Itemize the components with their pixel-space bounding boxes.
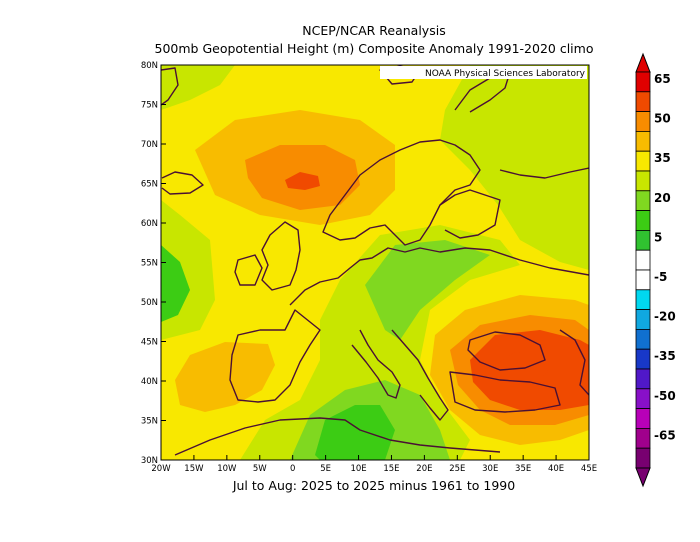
lat-tick-label: 75N bbox=[141, 101, 158, 111]
lat-tick-label: 55N bbox=[141, 259, 158, 269]
latitude-axis: 80N 75N 70N 65N 60N 55N 50N 45N 40N 35N 30N bbox=[141, 61, 166, 466]
colorbar-segment bbox=[635, 388, 651, 409]
lon-tick-label: 0 bbox=[290, 464, 295, 474]
colorbar-segment bbox=[635, 328, 651, 350]
colorbar-label: 20 bbox=[654, 191, 671, 205]
credit-label: NOAA Physical Sciences Laboratory bbox=[425, 69, 586, 79]
anomaly-contour-20-northeast bbox=[440, 65, 589, 270]
lon-tick-label: 20W bbox=[151, 464, 171, 474]
colorbar-segment bbox=[635, 447, 651, 469]
anomaly-field bbox=[161, 65, 589, 460]
lon-tick-label: 15W bbox=[184, 464, 204, 474]
colorbar-segment bbox=[635, 229, 651, 251]
anomaly-contour-10-west bbox=[161, 245, 190, 322]
period-label: Jul to Aug: 2025 to 2025 minus 1961 to 1… bbox=[232, 478, 516, 493]
colorbar-segment bbox=[635, 408, 651, 429]
colorbar-segment bbox=[635, 249, 651, 271]
lon-tick-label: 5W bbox=[253, 464, 267, 474]
anomaly-contour-45-iberia bbox=[175, 342, 275, 412]
lon-tick-label: 30E bbox=[482, 464, 498, 474]
lat-tick-label: 60N bbox=[141, 219, 158, 229]
coastline-black-sea bbox=[467, 331, 546, 371]
coastline-british-isles bbox=[261, 221, 301, 291]
colorbar-arrow-top bbox=[635, 52, 651, 73]
coastline-continental-europe bbox=[289, 247, 589, 306]
colorbar-segment bbox=[635, 130, 651, 152]
colorbar-segment bbox=[635, 71, 651, 93]
colorbar-segment bbox=[635, 91, 651, 113]
colorbar-segment bbox=[635, 111, 651, 132]
colorbar-segment bbox=[635, 427, 651, 449]
colorbar-label: -35 bbox=[654, 349, 676, 363]
colorbar-labels: 65 50 35 20 5 -5 -20 -35 -50 -65 bbox=[654, 72, 676, 442]
colorbar-arrow-bottom bbox=[635, 467, 651, 488]
lat-tick-label: 40N bbox=[141, 377, 158, 387]
colorbar-segments bbox=[635, 52, 651, 488]
coastline-ireland bbox=[234, 254, 263, 286]
coastline-iberia bbox=[229, 309, 321, 403]
colorbar-label: -50 bbox=[654, 389, 676, 403]
lon-tick-label: 10W bbox=[217, 464, 237, 474]
colorbar-segment bbox=[635, 269, 651, 291]
coastline-finland bbox=[439, 189, 501, 239]
lat-tick-label: 65N bbox=[141, 180, 158, 190]
coastline-anatolia bbox=[449, 371, 561, 413]
lat-tick-label: 35N bbox=[141, 417, 158, 427]
lon-tick-label: 15E bbox=[383, 464, 399, 474]
anomaly-contour-15-central bbox=[365, 240, 490, 340]
colorbar-label: -20 bbox=[654, 310, 676, 324]
colorbar-label: 50 bbox=[654, 112, 671, 126]
chart-title: NCEP/NCAR Reanalysis bbox=[302, 23, 446, 38]
colorbar-segment bbox=[635, 210, 651, 231]
coastline-greenland bbox=[161, 67, 179, 106]
lon-tick-label: 5E bbox=[320, 464, 331, 474]
coastline-north-africa bbox=[174, 417, 501, 456]
lat-tick-label: 30N bbox=[141, 456, 158, 466]
credit-box bbox=[380, 66, 587, 79]
lat-tick-label: 50N bbox=[141, 298, 158, 308]
colorbar-label: -5 bbox=[654, 270, 667, 284]
lat-tick-label: 80N bbox=[141, 61, 158, 71]
lat-tick-label: 70N bbox=[141, 140, 158, 150]
colorbar-label: -65 bbox=[654, 428, 676, 442]
colorbar-label: 35 bbox=[654, 151, 671, 165]
colorbar-segment bbox=[635, 289, 651, 310]
colorbar-segment bbox=[635, 190, 651, 212]
colorbar-label: 65 bbox=[654, 72, 671, 86]
coastline-scandinavia bbox=[322, 139, 481, 246]
lon-tick-label: 20E bbox=[416, 464, 432, 474]
colorbar-segment bbox=[635, 150, 651, 172]
colorbar-segment bbox=[635, 170, 651, 192]
anomaly-contour-60-north-atlantic bbox=[285, 172, 320, 190]
chart-subtitle: 500mb Geopotential Height (m) Composite … bbox=[154, 41, 594, 56]
coastline-levant-caspian bbox=[559, 329, 589, 396]
coastline-north-russia bbox=[499, 167, 589, 179]
lon-tick-label: 10E bbox=[350, 464, 366, 474]
coastline-italy bbox=[351, 329, 401, 399]
coastline-iceland bbox=[161, 171, 204, 195]
colorbar-segment bbox=[635, 368, 651, 390]
colorbar-segment bbox=[635, 309, 651, 330]
lat-tick-label: 45N bbox=[141, 338, 158, 348]
coastline-balkans-greece bbox=[391, 329, 449, 421]
colorbar-segment bbox=[635, 348, 651, 370]
lon-tick-label: 35E bbox=[515, 464, 531, 474]
anomaly-contour-20-northwest bbox=[161, 65, 235, 110]
lon-tick-label: 25E bbox=[449, 464, 465, 474]
colorbar-label: 5 bbox=[654, 230, 662, 244]
lon-tick-label: 40E bbox=[548, 464, 564, 474]
longitude-axis: 20W 15W 10W 5W 0 5E 10E 15E 20E 25E 30E 35E 40E 45E bbox=[151, 455, 597, 474]
lon-tick-label: 45E bbox=[581, 464, 597, 474]
